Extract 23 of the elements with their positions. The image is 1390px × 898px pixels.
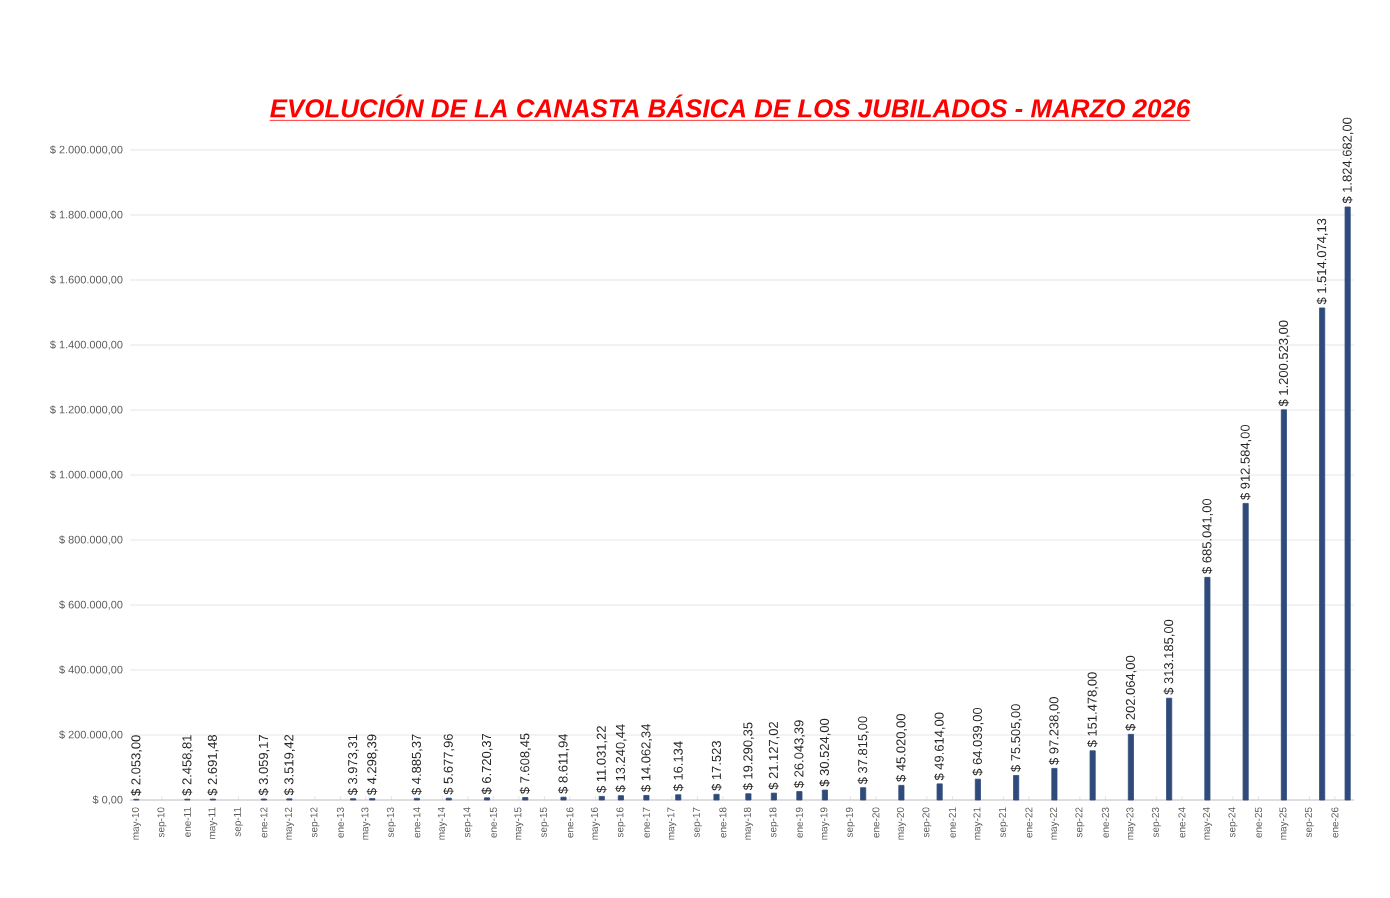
bar <box>1344 206 1351 801</box>
bar <box>745 793 752 801</box>
bar <box>1013 775 1020 801</box>
bar <box>1089 750 1096 801</box>
bar <box>1242 503 1249 801</box>
bar <box>1204 576 1211 801</box>
bar <box>1051 768 1058 801</box>
bar <box>770 792 777 801</box>
bar <box>860 787 867 801</box>
bar <box>643 795 650 801</box>
bar <box>713 793 720 801</box>
bar <box>617 795 624 801</box>
bar <box>974 778 981 801</box>
chart-title: EVOLUCIÓN DE LA CANASTA BÁSICA DE LOS JUBILADOS - MARZO 2026 <box>270 94 1191 118</box>
bar <box>1166 697 1173 801</box>
bar <box>796 791 803 801</box>
bar <box>1280 409 1287 801</box>
bar <box>1127 733 1134 801</box>
bar <box>821 789 828 801</box>
bar <box>898 784 905 801</box>
bar <box>675 794 682 801</box>
bar <box>936 783 943 801</box>
bar <box>1319 307 1326 801</box>
